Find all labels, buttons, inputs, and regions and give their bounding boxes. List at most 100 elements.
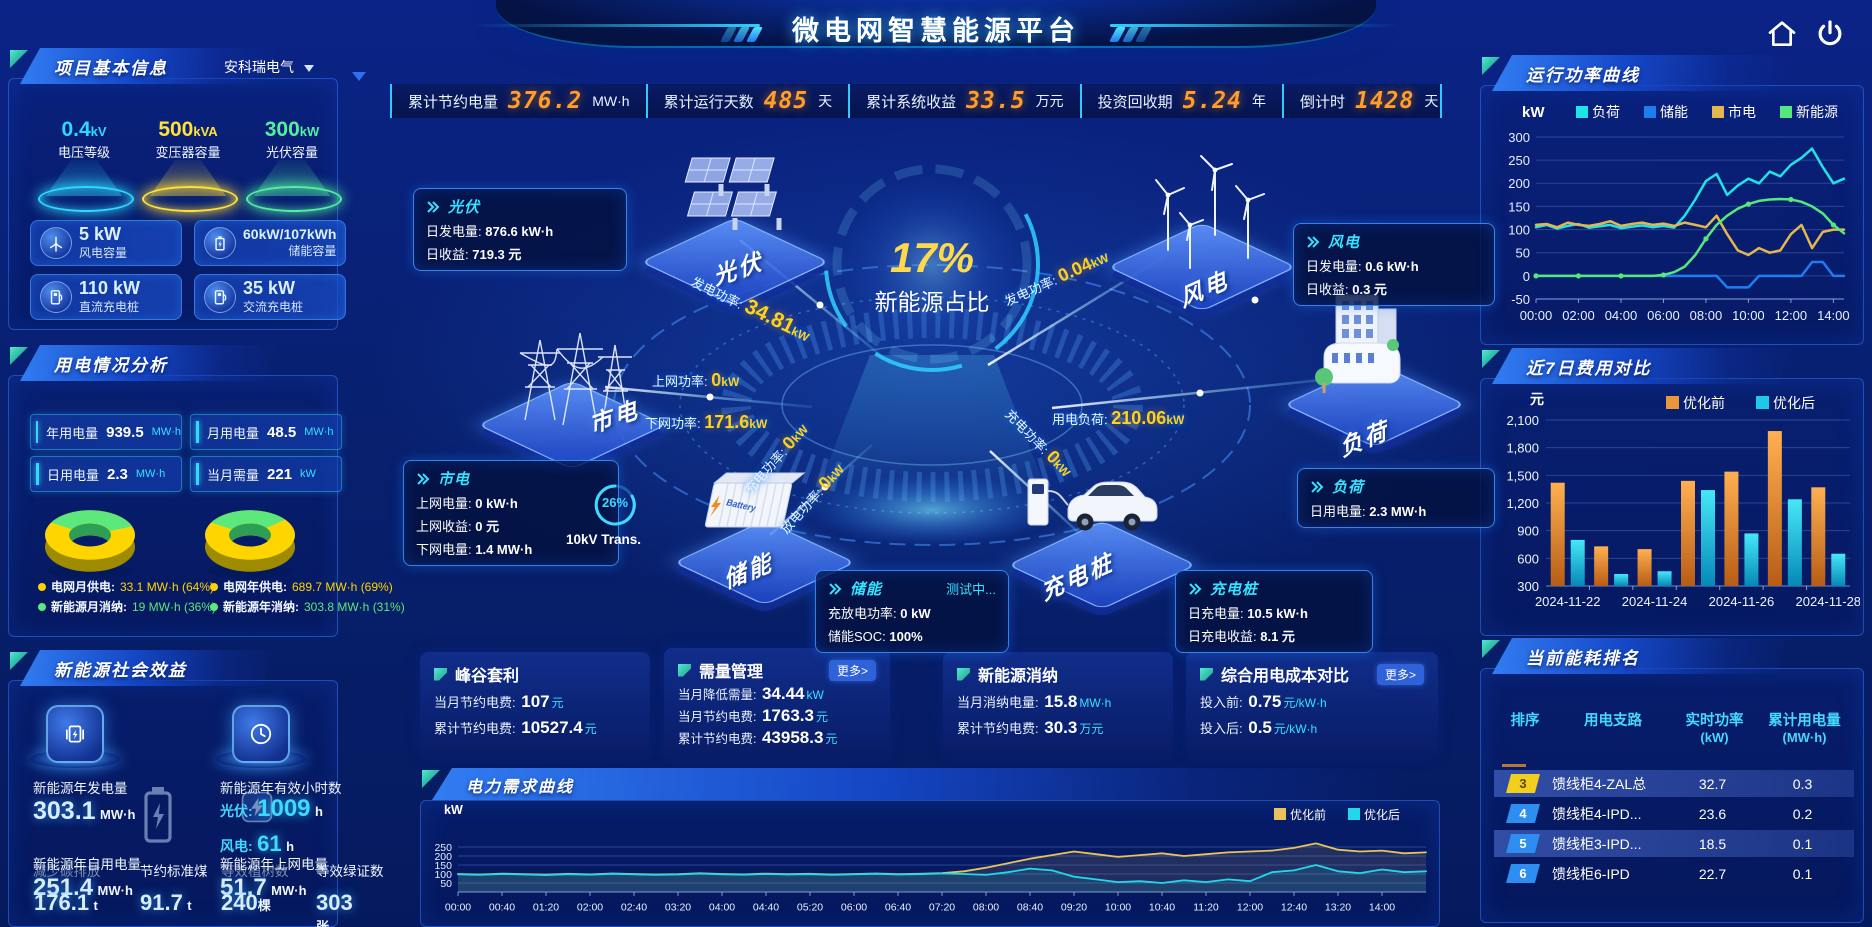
panel-corner-icon xyxy=(422,770,440,788)
storage-info-box: 储能 测试中... 充放电功率: 0 kW 储能SOC: 100% xyxy=(815,570,1009,653)
stat-month-demand: 当月需量 221 kW xyxy=(190,456,342,492)
kpi-unit: 年 xyxy=(1251,93,1266,109)
double-chevron-icon xyxy=(829,582,842,595)
home-icon[interactable] xyxy=(1766,18,1798,50)
table-row[interactable]: 5 馈线柜3-IPD... 18.5 0.1 xyxy=(1494,830,1854,857)
panel-title: 近7日费用对比 xyxy=(1526,359,1652,378)
rank-badge: 4 xyxy=(1506,804,1540,823)
pedestal-pv: 300kW 光伏容量 xyxy=(264,118,320,160)
clock-icon xyxy=(232,705,290,763)
kpi-bar: 累计节约电量 376.2 MW·h 累计运行天数 485 天 累计系统收益 33… xyxy=(390,84,1442,118)
social-value: 303.1 MW·h xyxy=(33,797,136,825)
table-row[interactable]: 4 馈线柜4-IPD... 23.6 0.2 xyxy=(1494,800,1854,827)
more-button[interactable]: 更多> xyxy=(828,659,876,681)
svg-text:07:20: 07:20 xyxy=(929,902,955,914)
svg-text:04:00: 04:00 xyxy=(1605,308,1638,323)
power-curve-chart: kW -50 0 50 100 150 200 250 300 00:00 02:00 04:00 06… xyxy=(1508,104,1850,323)
chevron-down-icon[interactable] xyxy=(352,72,366,81)
table-row[interactable]: 3 馈线柜4-ZAL总 32.7 0.3 xyxy=(1494,770,1854,797)
panel-corner-icon xyxy=(10,50,28,68)
flag-icon xyxy=(678,663,691,677)
legend-dot xyxy=(38,602,46,611)
svg-text:1,500: 1,500 xyxy=(1506,468,1539,483)
transformer-label: 10kV Trans. xyxy=(566,532,642,547)
kpi-countdown: 倒计时 1428 天 xyxy=(1281,84,1454,118)
kpi-unit: 天 xyxy=(818,93,833,109)
svg-text:09:20: 09:20 xyxy=(1061,902,1087,914)
panel-title: 当前能耗排名 xyxy=(1526,649,1640,668)
svg-text:300: 300 xyxy=(1508,130,1530,145)
svg-text:100: 100 xyxy=(1508,223,1530,238)
panel-cost-compare: 近7日费用对比 元 300 600 900 1,200 1,500 1,800 2,100 20… xyxy=(1480,348,1864,636)
svg-text:10:00: 10:00 xyxy=(1732,308,1765,323)
svg-text:1,800: 1,800 xyxy=(1506,441,1539,456)
flow-load-power: 用电负荷: 210.06kW xyxy=(1052,408,1185,428)
stat-day-usage: 日用电量 2.3 MW·h xyxy=(30,456,182,492)
svg-text:kW: kW xyxy=(1522,104,1545,121)
battery-icon xyxy=(204,227,236,259)
svg-text:02:40: 02:40 xyxy=(621,902,647,914)
panel-corner-icon xyxy=(10,347,28,365)
svg-text:1,200: 1,200 xyxy=(1506,496,1539,511)
double-chevron-icon xyxy=(417,472,430,485)
panel-title: 用电情况分析 xyxy=(54,356,168,375)
kpi-label: 累计节约电量 xyxy=(408,93,499,111)
flow-grid-export: 上网功率: 0kW xyxy=(652,370,740,390)
svg-text:150: 150 xyxy=(1508,199,1530,214)
svg-text:06:40: 06:40 xyxy=(885,902,911,914)
kpi-label: 累计运行天数 xyxy=(663,93,754,111)
svg-text:负荷: 负荷 xyxy=(1592,104,1620,120)
power-icon[interactable] xyxy=(1814,18,1846,50)
svg-text:100: 100 xyxy=(434,869,452,881)
double-chevron-icon xyxy=(427,200,440,213)
kpi-label: 倒计时 xyxy=(1299,93,1345,111)
charger-info-box: 充电桩 日充电量: 10.5 kW·h 日充电收益: 8.1 元 xyxy=(1175,570,1373,653)
svg-text:2024-11-26: 2024-11-26 xyxy=(1709,594,1775,609)
panel-energy-ranking: 当前能耗排名 排序 用电支路 实时功率 (kW) 累计用电量 (MW·h) 3 馈线… xyxy=(1480,638,1864,923)
company-dropdown[interactable]: 安科瑞电气 xyxy=(224,57,314,77)
rank-badge: 6 xyxy=(1506,864,1540,883)
kpi-energy-saved: 累计节约电量 376.2 MW·h xyxy=(390,84,646,118)
panel-demand-curve: 电力需求曲线 kW 50 100 150 200 250 00:00 00:40 01:20 02… xyxy=(420,768,1440,927)
ac-charger-icon xyxy=(204,281,236,313)
svg-text:13:20: 13:20 xyxy=(1325,902,1351,914)
table-row[interactable]: 6 馈线柜6-IPD 22.7 0.1 xyxy=(1494,860,1854,885)
month-supply-donut xyxy=(45,510,135,579)
svg-text:03:20: 03:20 xyxy=(665,902,691,914)
card-dc-charger: 110 kW 直流充电桩 xyxy=(30,274,182,320)
kpi-value: 33.5 xyxy=(966,88,1026,114)
kpi-label: 累计系统收益 xyxy=(866,93,957,111)
card-peak-valley: 峰谷套利 当月节约电费: 107 元 累计节约电费: 10527.4 元 xyxy=(420,652,650,756)
kpi-unit: 天 xyxy=(1424,93,1439,109)
renewable-label: 新能源占比 xyxy=(875,289,990,315)
flag-icon xyxy=(1200,667,1213,681)
year-supply-donut xyxy=(205,510,295,579)
panel-title: 项目基本信息 xyxy=(54,59,168,78)
kpi-value: 5.24 xyxy=(1182,88,1242,114)
transformer-ring: 26% xyxy=(592,482,638,533)
header-line-left xyxy=(470,24,760,27)
panel-corner-icon xyxy=(10,652,28,670)
card-cost-compare: 综合用电成本对比 更多> 投入前: 0.75 元/kW·h 投入后: 0.5 元/k… xyxy=(1186,652,1438,756)
svg-text:14:00: 14:00 xyxy=(1817,308,1850,323)
flow-grid-import: 下网功率: 171.6kW xyxy=(645,412,768,432)
panel-corner-icon xyxy=(1482,640,1500,658)
kpi-run-days: 累计运行天数 485 天 xyxy=(645,84,849,118)
svg-text:2024-11-22: 2024-11-22 xyxy=(1535,594,1601,609)
scrollbar[interactable] xyxy=(1502,764,1526,767)
generation-icon xyxy=(46,705,104,763)
double-chevron-icon xyxy=(1189,582,1202,595)
svg-text:kW: kW xyxy=(444,803,463,817)
svg-text:优化后: 优化后 xyxy=(1364,808,1400,822)
more-button[interactable]: 更多> xyxy=(1376,663,1424,685)
svg-text:-50: -50 xyxy=(1511,292,1530,307)
svg-text:10:40: 10:40 xyxy=(1149,902,1175,914)
transformer-percent: 26% xyxy=(601,495,629,510)
double-chevron-icon xyxy=(1307,235,1320,248)
svg-text:200: 200 xyxy=(1508,176,1530,191)
svg-text:06:00: 06:00 xyxy=(1647,308,1680,323)
svg-text:250: 250 xyxy=(1508,153,1530,168)
svg-text:10:00: 10:00 xyxy=(1105,902,1131,914)
svg-text:50: 50 xyxy=(440,878,452,890)
